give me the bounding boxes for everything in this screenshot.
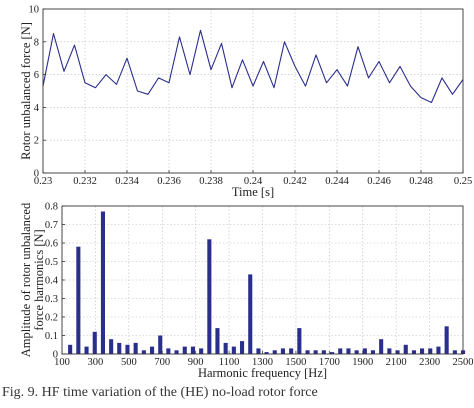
x-tick-label: 0.24 [244,176,263,187]
harmonic-bar [379,339,384,354]
y-tick-label: 0.6 [45,239,58,250]
force-series-line [42,29,464,104]
y-tick-label: 2 [34,136,39,147]
x-tick-label: 0.234 [115,176,139,187]
x-tick-label: 2300 [419,357,440,368]
y-tick-label: 0.4 [45,276,59,287]
harmonic-bar [305,350,310,354]
y-axis-title: Amplitude of rotor unbalanced [19,202,33,357]
x-tick-label: 0.25 [454,176,472,187]
x-tick-label: 2100 [386,357,407,368]
harmonic-bar [92,331,97,354]
x-tick-label: 900 [188,357,204,368]
x-tick-label: 300 [88,357,104,368]
y-tick-label: 0 [34,169,39,180]
x-tick-label: 0.236 [157,176,181,187]
harmonic-bar [395,350,400,354]
harmonic-bar [248,274,253,354]
harmonic-bar [403,344,408,355]
harmonic-bar [133,342,138,354]
harmonic-bar [125,344,130,355]
y-tick-label: 10 [29,5,40,16]
harmonic-bar [297,328,302,354]
x-tick-label: 700 [154,357,170,368]
x-tick-label: 0.232 [73,176,97,187]
harmonic-bar [117,342,122,354]
harmonic-bar [158,335,163,354]
harmonic-bar [280,348,285,354]
y-tick-label: 0.8 [45,202,58,213]
harmonic-bar [370,350,375,354]
x-axis-title: Time [s] [232,185,274,199]
x-tick-label: 0.242 [283,176,307,187]
harmonic-bar [215,328,220,354]
harmonic-bar [313,350,318,354]
time-domain-chart: 0.23 0.232 0.234 0.236 0.238 0.24 0.242 0.244 0.… [19,5,472,200]
y-tick-label: 0 [53,350,58,361]
x-tick-label: 2500 [453,357,474,368]
y-tick-label: 0.1 [45,331,58,342]
harmonic-bar [444,326,449,355]
harmonic-bar [109,339,114,354]
x-tick-label: 1500 [285,357,306,368]
harmonic-bar [420,348,425,354]
harmonic-bar [289,348,294,354]
x-tick-label: 0.244 [325,176,349,187]
y-tick-label: 0.7 [45,220,58,231]
x-tick-label: 0.23 [34,176,52,187]
harmonic-bar [100,211,105,354]
x-tick-label: 1900 [352,357,373,368]
harmonic-bar [174,350,179,354]
harmonic-bar [141,350,146,354]
figure-caption: Fig. 9. HF time variation of the (HE) no… [2,385,318,400]
x-tick-label: 1100 [219,357,240,368]
harmonic-spectrum-chart: 100 300 500 700 900 1100 1300 1500 1700 1900 2100 2… [19,202,474,381]
harmonic-bar [256,348,261,354]
harmonic-bar [190,346,195,354]
harmonic-bar [223,342,228,354]
harmonic-bar [428,348,433,354]
x-tick-label: 500 [121,357,137,368]
harmonic-bar [272,350,277,354]
x-tick-label: 100 [54,357,70,368]
harmonic-bar [166,348,171,354]
harmonic-bar [362,348,367,354]
harmonic-bar [452,350,457,354]
harmonic-bar [84,346,89,354]
x-tick-label: 0.246 [367,176,391,187]
y-axis-title: force harmonics [N] [32,229,46,330]
harmonic-bar [411,350,416,354]
harmonic-bar [76,246,81,354]
y-tick-label: 8 [34,37,39,48]
harmonic-bar [182,346,187,354]
x-tick-label: 1700 [319,357,340,368]
x-tick-label: 0.248 [409,176,433,187]
y-tick-label: 0.5 [45,257,58,268]
harmonic-bar [150,346,155,354]
y-tick-label: 0.2 [45,313,58,324]
harmonic-bar [231,346,236,354]
y-tick-label: 6 [34,70,39,81]
harmonic-bar [387,348,392,354]
harmonic-bar [436,346,441,354]
harmonic-bar [338,348,343,354]
harmonic-bar [207,239,212,354]
x-tick-label: 0.238 [199,176,223,187]
x-tick-label: 1300 [252,357,273,368]
y-tick-label: 4 [34,103,40,114]
y-tick-label: 0.3 [45,294,58,305]
x-axis-title: Harmonic frequency [Hz] [198,366,327,380]
harmonic-bar [199,348,204,354]
harmonic-bar [68,344,73,355]
harmonic-bar [264,352,269,354]
harmonic-bar [330,352,335,354]
harmonic-bar [240,341,245,354]
harmonic-bar [346,348,351,354]
y-axis-title: Rotor unbalanced force [N] [19,22,33,160]
harmonic-bar [321,350,326,354]
harmonic-bar [354,350,359,354]
